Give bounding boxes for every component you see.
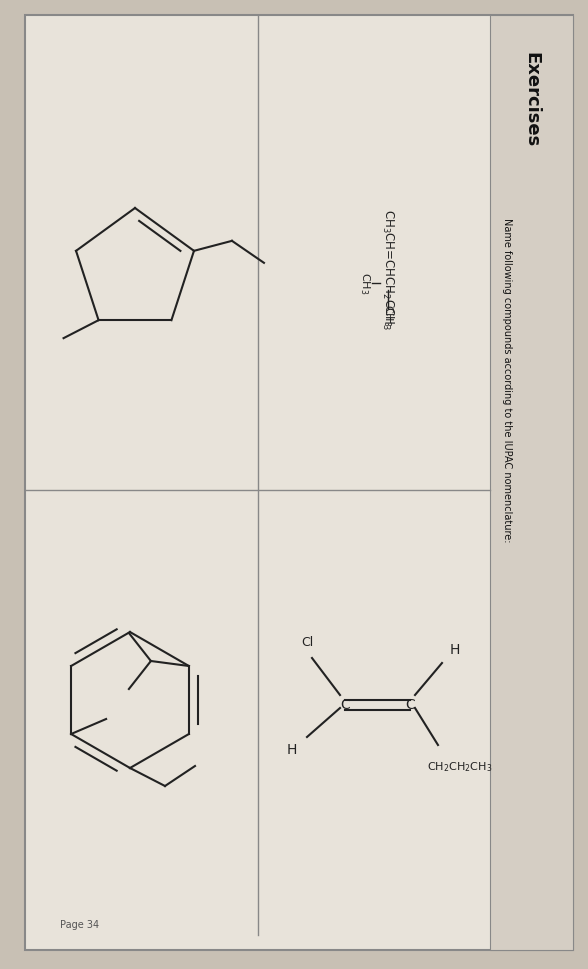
Text: C: C xyxy=(405,698,415,712)
Text: Name following compounds according to the IUPAC nomenclature:: Name following compounds according to th… xyxy=(502,218,512,543)
Text: CH$_3$: CH$_3$ xyxy=(358,271,372,295)
Text: Cl: Cl xyxy=(301,636,313,648)
Text: CH$_3$: CH$_3$ xyxy=(381,303,395,327)
Text: H: H xyxy=(287,743,297,757)
Text: CH$_3$CH=CHCH$_2$CCH$_3$: CH$_3$CH=CHCH$_2$CCH$_3$ xyxy=(380,209,396,330)
Text: Page 34: Page 34 xyxy=(60,920,99,930)
Text: C: C xyxy=(340,698,350,712)
Text: Exercises: Exercises xyxy=(522,52,540,147)
Bar xyxy=(490,15,573,950)
Text: H: H xyxy=(450,643,460,657)
Text: CH$_2$CH$_2$CH$_3$: CH$_2$CH$_2$CH$_3$ xyxy=(427,760,493,774)
